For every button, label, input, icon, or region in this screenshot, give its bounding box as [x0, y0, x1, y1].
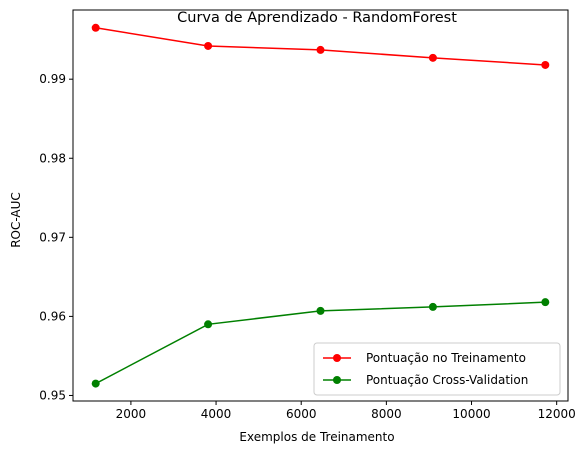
x-axis: 2000 4000 6000 8000 10000 12000 — [116, 401, 576, 421]
data-point — [428, 302, 437, 311]
x-tick-label: 12000 — [538, 407, 576, 421]
data-point — [91, 23, 100, 32]
legend-item-0: Pontuação no Treinamento — [323, 351, 526, 365]
data-point — [316, 306, 325, 315]
y-tick-label: 0.97 — [39, 230, 66, 244]
series-layer — [91, 23, 550, 388]
legend-marker-swatch — [333, 376, 341, 384]
legend-label: Pontuação Cross-Validation — [366, 373, 528, 387]
x-tick-label: 6000 — [286, 407, 317, 421]
x-tick-label: 8000 — [371, 407, 402, 421]
plot-area-frame — [72, 9, 569, 402]
data-point — [316, 45, 325, 54]
y-tick-label: 0.98 — [39, 151, 66, 165]
y-tick-label: 0.96 — [39, 309, 66, 323]
data-point — [204, 41, 213, 50]
data-point — [541, 60, 550, 69]
chart-title: Curva de Aprendizado - RandomForest — [177, 10, 457, 26]
y-tick-label: 0.95 — [39, 388, 66, 402]
data-point — [91, 379, 100, 388]
y-axis: 0.95 0.96 0.97 0.98 0.99 — [39, 72, 73, 402]
data-point — [428, 53, 437, 62]
x-tick-label: 10000 — [452, 407, 490, 421]
series-1 — [91, 298, 550, 388]
legend-label: Pontuação no Treinamento — [366, 351, 526, 365]
x-axis-title: Exemplos de Treinamento — [239, 430, 394, 444]
legend: Pontuação no Treinamento Pontuação Cross-… — [313, 342, 561, 396]
legend-box — [313, 342, 561, 396]
legend-marker-swatch — [333, 354, 341, 362]
legend-item-1: Pontuação Cross-Validation — [323, 373, 528, 387]
y-tick-label: 0.99 — [39, 72, 66, 86]
y-axis-title: ROC-AUC — [9, 192, 23, 248]
series-0 — [91, 23, 550, 69]
x-tick-label: 4000 — [201, 407, 232, 421]
x-tick-label: 2000 — [116, 407, 147, 421]
data-point — [204, 320, 213, 329]
data-point — [541, 298, 550, 307]
